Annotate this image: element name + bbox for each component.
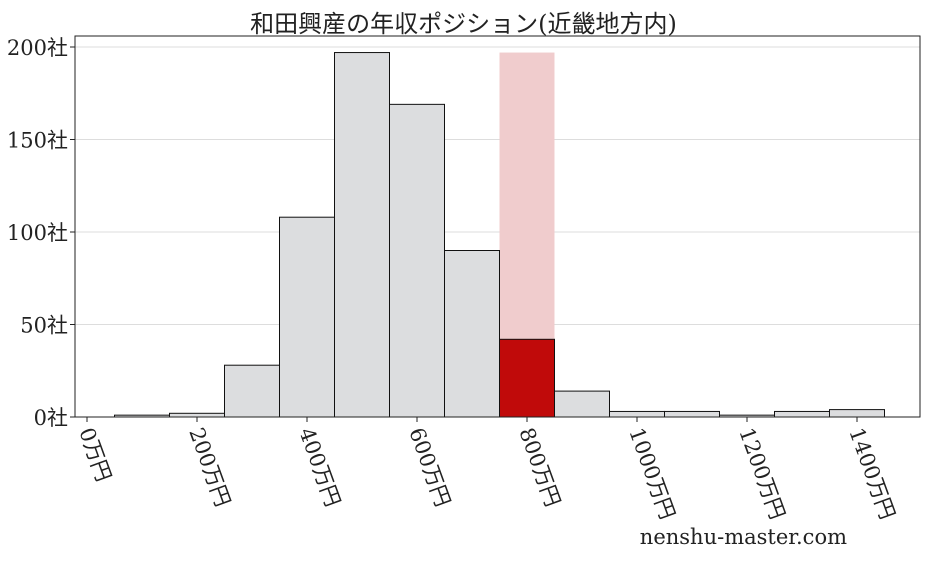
x-tick-label: 1000万円 bbox=[624, 425, 679, 523]
x-tick-label: 0万円 bbox=[74, 425, 115, 485]
x-tick-label: 200万円 bbox=[184, 425, 235, 510]
y-tick-label: 150社 bbox=[7, 129, 68, 153]
bar bbox=[554, 390, 610, 418]
bar bbox=[829, 409, 885, 418]
y-tick-label: 200社 bbox=[7, 36, 68, 60]
y-tick-label: 50社 bbox=[20, 314, 68, 338]
x-tick-label: 400万円 bbox=[294, 425, 345, 510]
y-tick-label: 100社 bbox=[7, 221, 68, 245]
bar bbox=[334, 52, 390, 418]
bar bbox=[169, 412, 225, 418]
bar bbox=[444, 250, 500, 418]
bar bbox=[389, 103, 445, 418]
y-tick-label: 0社 bbox=[34, 406, 68, 430]
bar bbox=[664, 410, 720, 418]
chart-title: 和田興産の年収ポジション(近畿地方内) bbox=[250, 10, 677, 38]
bar bbox=[609, 410, 665, 418]
x-tick-label: 800万円 bbox=[514, 425, 565, 510]
bar bbox=[774, 410, 830, 418]
bar bbox=[224, 364, 280, 418]
plot-frame bbox=[74, 35, 921, 418]
x-tick-label: 600万円 bbox=[404, 425, 455, 510]
bar bbox=[279, 216, 335, 418]
x-tick-label: 1400万円 bbox=[844, 425, 899, 523]
bar-highlight bbox=[499, 338, 555, 418]
watermark: nenshu-master.com bbox=[639, 525, 847, 549]
x-tick-label: 1200万円 bbox=[734, 425, 789, 523]
